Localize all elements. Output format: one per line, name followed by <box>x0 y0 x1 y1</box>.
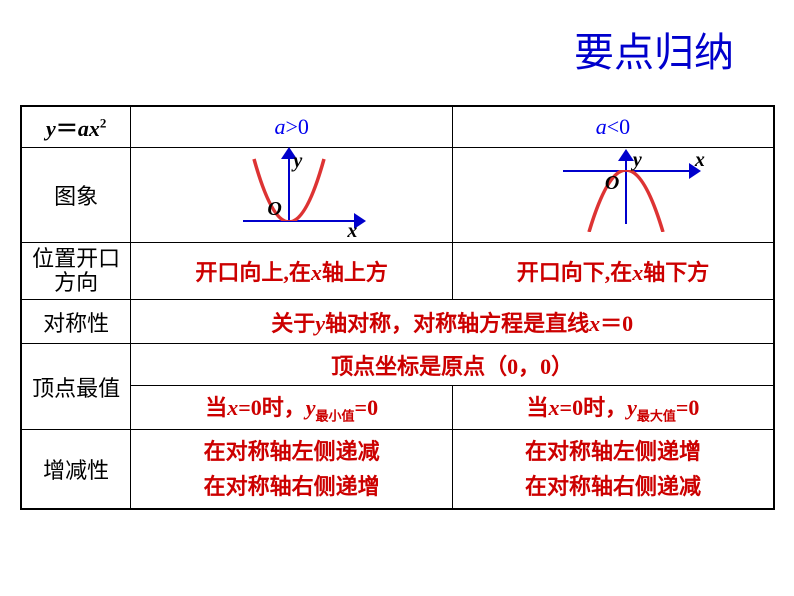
opening-pos-x: x <box>311 260 322 285</box>
sym-4: 0 <box>622 311 633 336</box>
graph-negative: O y x <box>452 148 774 243</box>
opening-neg-1: 开口向下,在 <box>517 260 633 285</box>
a-gt-var: a <box>274 114 285 139</box>
vertex-origin: 顶点坐标是原点（0，0） <box>131 344 774 386</box>
opening-negative: 开口向下,在x轴下方 <box>452 243 774 300</box>
formula-cell: y＝ax2 <box>21 106 131 148</box>
mono-pos-2: 在对称轴右侧递增 <box>204 474 380 499</box>
summary-table: y＝ax2 a>0 a<0 图象 O y x <box>20 105 775 510</box>
a-lt-op: <0 <box>607 114 630 139</box>
vmax-2: =0时， <box>560 395 628 420</box>
parabola-up-graph: O y x <box>133 152 450 238</box>
y-axis-label: y <box>293 150 302 173</box>
symmetry-text: 关于y轴对称，对称轴方程是直线x＝0 <box>131 300 774 344</box>
monotonicity-row: 增减性 在对称轴左侧递减 在对称轴右侧递增 在对称轴左侧递增 在对称轴右侧递减 <box>21 429 774 509</box>
sym-2: 轴对称，对称轴方程是直线 <box>325 311 589 336</box>
vmax-1: 当 <box>527 395 549 420</box>
graph-row: 图象 O y x <box>21 148 774 243</box>
y-arrow-neg-icon <box>618 149 634 161</box>
vertex-row-1: 顶点最值 顶点坐标是原点（0，0） <box>21 344 774 386</box>
vertex-min: 当x=0时，y最小值=0 <box>131 386 453 429</box>
mono-neg-1: 在对称轴左侧递增 <box>525 439 701 464</box>
origin-label-neg: O <box>605 172 619 195</box>
graph-positive: O y x <box>131 148 453 243</box>
a-gt-op: >0 <box>285 114 308 139</box>
vmax-sub: 最大值 <box>637 409 676 424</box>
vmin-3: =0 <box>355 395 379 420</box>
graph-label: 图象 <box>21 148 131 243</box>
parabola-down-icon <box>583 170 669 232</box>
parabola-down-graph: O y x <box>455 152 771 238</box>
opening-pos-2: 轴上方 <box>322 260 388 285</box>
sym-x: x <box>589 311 600 336</box>
formula-x: x <box>89 116 100 141</box>
y-axis-label-neg: y <box>633 149 642 172</box>
opening-neg-2: 轴下方 <box>643 260 709 285</box>
opening-row: 位置开口方向 开口向上,在x轴上方 开口向下,在x轴下方 <box>21 243 774 300</box>
origin-label: O <box>267 198 281 221</box>
x-axis-label: x <box>347 220 357 243</box>
vertex-row-2: 当x=0时，y最小值=0 当x=0时，y最大值=0 <box>21 386 774 429</box>
opening-label: 位置开口方向 <box>21 243 131 300</box>
formula-eq: ＝ <box>56 116 78 141</box>
mono-positive: 在对称轴左侧递减 在对称轴右侧递增 <box>131 429 453 509</box>
symmetry-row: 对称性 关于y轴对称，对称轴方程是直线x＝0 <box>21 300 774 344</box>
vmin-x: x <box>227 395 238 420</box>
vmin-2: =0时， <box>238 395 306 420</box>
a-positive-header: a>0 <box>131 106 453 148</box>
symmetry-label: 对称性 <box>21 300 131 344</box>
a-lt-var: a <box>596 114 607 139</box>
vertex-max: 当x=0时，y最大值=0 <box>452 386 774 429</box>
vertex-label: 顶点最值 <box>21 344 131 429</box>
mono-pos-1: 在对称轴左侧递减 <box>204 439 380 464</box>
a-negative-header: a<0 <box>452 106 774 148</box>
vmin-1: 当 <box>205 395 227 420</box>
formula-a: a <box>78 116 89 141</box>
vmax-3: =0 <box>676 395 700 420</box>
x-axis-label-neg: x <box>695 149 705 172</box>
page-title: 要点归纳 <box>574 20 734 78</box>
mono-neg-2: 在对称轴右侧递减 <box>525 474 701 499</box>
vmin-y: y <box>306 395 316 420</box>
header-row: y＝ax2 a>0 a<0 <box>21 106 774 148</box>
opening-positive: 开口向上,在x轴上方 <box>131 243 453 300</box>
formula-y: y <box>46 116 56 141</box>
parabola-up-icon <box>248 157 330 221</box>
mono-negative: 在对称轴左侧递增 在对称轴右侧递减 <box>452 429 774 509</box>
opening-pos-1: 开口向上,在 <box>195 260 311 285</box>
sym-y: y <box>315 311 325 336</box>
mono-label: 增减性 <box>21 429 131 509</box>
vmax-y: y <box>627 395 637 420</box>
sym-1: 关于 <box>271 311 315 336</box>
sym-3: ＝ <box>600 311 622 336</box>
opening-neg-x: x <box>632 260 643 285</box>
vmax-x: x <box>549 395 560 420</box>
vmin-sub: 最小值 <box>316 409 355 424</box>
formula-sup: 2 <box>100 116 107 131</box>
